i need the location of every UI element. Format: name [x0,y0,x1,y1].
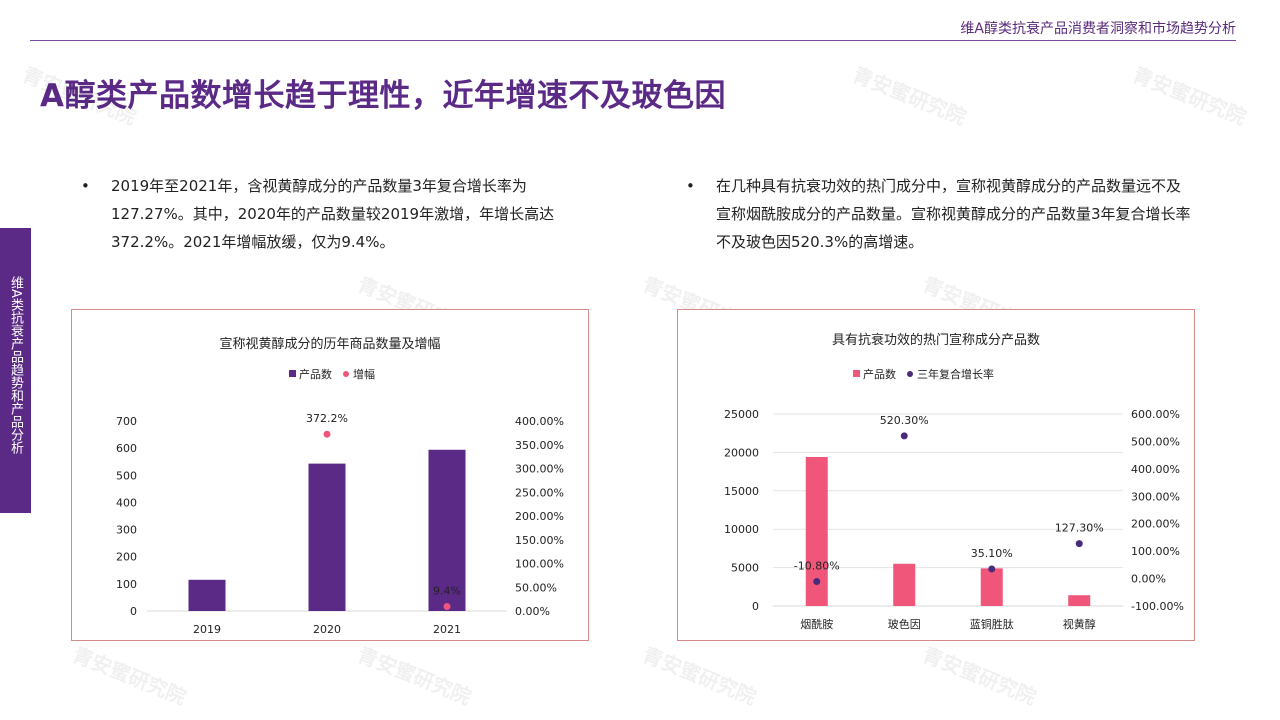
bullet-left-text: 2019年至2021年，含视黄醇成分的产品数量3年复合增长率为127.27%。其… [111,177,555,251]
y-right-tick-label: 600.00% [1131,408,1180,421]
legend-swatch-dot [343,371,349,377]
y-right-tick-label: 300.00% [1131,490,1180,503]
bullet-marker: • [81,177,90,195]
bullet-right: • 在几种具有抗衰功效的热门成分中，宣称视黄醇成分的产品数量远不及宣称烟酰胺成分… [686,172,1191,256]
header-title: 维A醇类抗衰产品消费者洞察和市场趋势分析 [960,21,1236,37]
data-label: 127.30% [1055,522,1104,535]
x-tick-label: 2020 [313,623,341,636]
chart-left-frame: 宣称视黄醇成分的历年商品数量及增幅产品数 增幅 0 100 200 300 400 500 60… [71,309,589,641]
x-tick-label: 视黄醇 [1063,617,1096,631]
legend-swatch-bar [289,370,296,377]
y-left-tick-label: 20000 [724,446,759,459]
page-title: A醇类产品数增长趋于理性，近年增速不及玻色因 [40,78,726,114]
bar-视黄醇 [1068,595,1091,606]
y-left-tick-label: 5000 [731,562,759,575]
watermark: 青安蜜研究院 [849,62,970,130]
chart-title: 具有抗衰功效的热门宣称成分产品数 [832,332,1040,348]
bar-2019 [188,579,226,611]
header-divider [30,40,1236,41]
legend-swatch-bar [853,370,860,377]
bullet-right-text: 在几种具有抗衰功效的热门成分中，宣称视黄醇成分的产品数量远不及宣称烟酰胺成分的产… [716,177,1191,251]
dot-烟酰胺 [813,578,821,586]
data-label: 9.4% [433,585,461,598]
y-left-tick-label: 200 [116,551,137,564]
data-label: -10.80% [794,560,840,573]
legend-label-bar: 产品数 [299,367,332,381]
x-tick-label: 烟酰胺 [800,617,833,631]
y-left-tick-label: 600 [116,442,137,455]
y-right-tick-label: 50.00% [515,581,557,594]
watermark: 青安蜜研究院 [639,642,760,710]
chart-right-frame: 具有抗衰功效的热门宣称成分产品数产品数 三年复合增长率 0 5000 10000 1500… [677,309,1195,641]
y-left-tick-label: 10000 [724,523,759,536]
y-right-tick-label: 400.00% [515,415,564,428]
dot-视黄醇 [1075,540,1083,548]
y-left-tick-label: 400 [116,496,137,509]
y-left-tick-label: 0 [130,605,137,618]
bar-烟酰胺 [805,457,828,606]
dot-蓝铜胜肽 [988,565,996,573]
chart-title: 宣称视黄醇成分的历年商品数量及增幅 [219,336,440,352]
side-section-tab[interactable]: 维A类抗衰产品趋势和产品分析 [0,228,31,513]
y-right-tick-label: 350.00% [515,439,564,452]
bar-蓝铜胜肽 [980,568,1003,606]
x-tick-label: 蓝铜胜肽 [970,617,1014,631]
legend-label-dot: 增幅 [353,367,375,381]
y-left-tick-label: 700 [116,415,137,428]
bullet-left: • 2019年至2021年，含视黄醇成分的产品数量3年复合增长率为127.27%… [81,172,586,256]
y-left-tick-label: 500 [116,469,137,482]
bullet-marker: • [686,177,695,195]
watermark: 青安蜜研究院 [354,642,475,710]
data-label: 372.2% [306,412,348,425]
watermark: 青安蜜研究院 [1129,62,1250,130]
y-right-tick-label: 0.00% [1131,573,1166,586]
bar-玻色因 [893,563,916,606]
y-left-tick-label: 100 [116,578,137,591]
y-left-tick-label: 0 [752,600,759,613]
y-right-tick-label: -100.00% [1131,600,1184,613]
legend-swatch-dot [907,371,913,377]
y-right-tick-label: 500.00% [1131,435,1180,448]
y-right-tick-label: 100.00% [515,558,564,571]
y-left-tick-label: 25000 [724,408,759,421]
y-right-tick-label: 100.00% [1131,545,1180,558]
y-right-tick-label: 150.00% [515,534,564,547]
y-left-tick-label: 300 [116,524,137,537]
bar-2021 [428,449,466,611]
x-tick-label: 玻色因 [888,617,921,631]
watermark: 青安蜜研究院 [919,642,1040,710]
dot-2021 [443,603,451,611]
x-tick-label: 2019 [193,623,221,636]
legend-label-bar: 产品数 [863,367,896,381]
dot-2020 [323,430,331,438]
bar-2020 [308,463,346,611]
legend-label-dot: 三年复合增长率 [917,367,994,381]
watermark: 青安蜜研究院 [69,642,190,710]
y-right-tick-label: 400.00% [1131,463,1180,476]
y-right-tick-label: 300.00% [515,463,564,476]
data-label: 35.10% [971,547,1013,560]
y-right-tick-label: 250.00% [515,486,564,499]
y-right-tick-label: 200.00% [515,510,564,523]
data-label: 520.30% [880,414,929,427]
y-right-tick-label: 0.00% [515,605,550,618]
x-tick-label: 2021 [433,623,461,636]
dot-玻色因 [900,432,908,440]
y-right-tick-label: 200.00% [1131,518,1180,531]
y-left-tick-label: 15000 [724,485,759,498]
side-section-label: 维A类抗衰产品趋势和产品分析 [8,276,23,454]
